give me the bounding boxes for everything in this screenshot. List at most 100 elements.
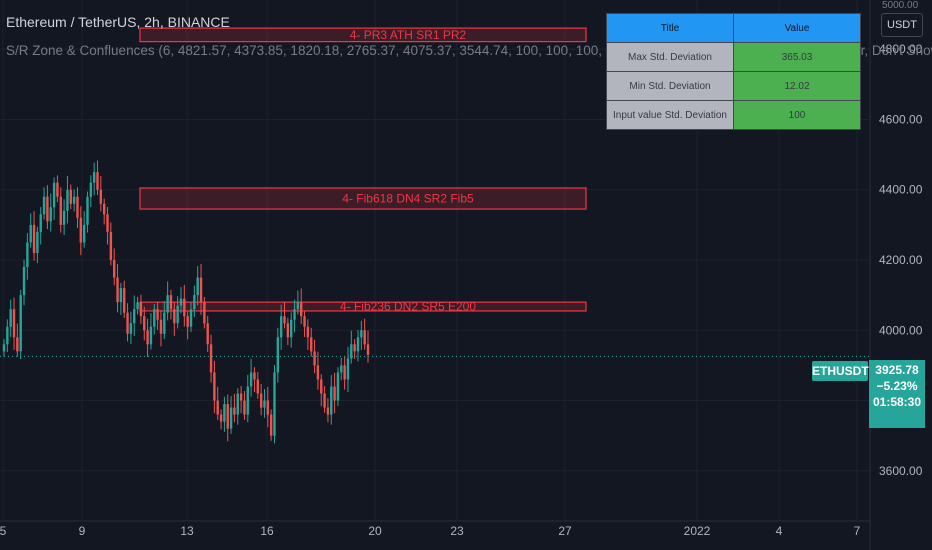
table-header-value: Value: [733, 13, 861, 43]
candle-body: [16, 337, 19, 352]
candle-body: [36, 231, 39, 253]
y-tick-label: 4600.00: [879, 112, 923, 126]
candle-body: [206, 323, 209, 345]
candle-body: [320, 379, 323, 394]
candle-body: [66, 189, 69, 211]
candle-body: [163, 312, 166, 334]
currency-unit-button[interactable]: USDT: [881, 13, 923, 37]
candle-body: [89, 182, 93, 197]
candle-body: [156, 309, 159, 320]
candle-body: [126, 312, 129, 334]
candle-body: [226, 404, 229, 429]
candle-body: [269, 414, 273, 436]
table-row: Input value Std. Deviation 100: [606, 100, 861, 130]
candle-body: [213, 372, 216, 401]
y-tick-label: 4800.00: [879, 42, 923, 56]
candle-body: [146, 330, 149, 345]
candle-body: [266, 400, 270, 415]
candle-body: [283, 316, 286, 324]
candle-body: [56, 182, 59, 197]
candle-body: [183, 298, 186, 317]
y-tick-label: 4400.00: [879, 183, 923, 197]
candle-body: [223, 404, 226, 422]
x-tick-label: 27: [558, 524, 572, 538]
candle-body: [350, 344, 353, 359]
candle-body: [340, 365, 343, 373]
candle-body: [246, 386, 249, 415]
candle-body: [39, 214, 42, 232]
table-cell-value: 12.02: [733, 71, 861, 101]
candle-body: [233, 407, 236, 415]
candle-body: [22, 267, 26, 296]
candle-body: [153, 309, 156, 327]
x-tick-label: 4: [776, 524, 783, 538]
candle-body: [136, 302, 139, 310]
candle-body: [2, 344, 6, 352]
x-tick-label: 7: [854, 524, 861, 538]
candle-body: [310, 337, 313, 352]
candle-body: [62, 210, 66, 225]
candle-body: [276, 337, 280, 373]
candle-body: [9, 309, 12, 327]
candle-body: [313, 351, 316, 366]
candle-body: [193, 295, 196, 310]
candle-body: [330, 386, 333, 415]
symbol-title[interactable]: Ethereum / TetherUS, 2h, BINANCE: [6, 14, 230, 30]
candle-body: [243, 400, 246, 415]
candle-body: [113, 260, 116, 278]
table-row: Min Std. Deviation 12.02: [606, 71, 861, 101]
table-cell-value: 100: [733, 100, 861, 130]
candle-body: [59, 196, 62, 225]
last-price-value: 3925.78: [875, 363, 919, 377]
candle-body: [363, 330, 366, 345]
candle-body: [176, 305, 179, 324]
candle-body: [259, 393, 263, 408]
candle-body: [169, 295, 173, 310]
table-cell-value: 365.03: [733, 42, 861, 72]
symbol-price-tag: ETHUSDT: [812, 361, 869, 381]
candle-body: [129, 323, 133, 334]
candle-body: [203, 302, 206, 324]
std-deviation-table: Title Value Max Std. Deviation 365.03 Mi…: [606, 13, 861, 130]
last-price-tag: 3925.78 −5.23% 01:58:30: [869, 360, 925, 428]
x-tick-label: 16: [260, 524, 274, 538]
candle-body: [346, 358, 350, 380]
candle-body: [32, 224, 36, 253]
candle-body: [29, 224, 32, 243]
candle-body: [12, 309, 16, 338]
candle-body: [69, 189, 72, 204]
candle-body: [96, 172, 99, 190]
candle-body: [229, 407, 233, 429]
candle-body: [139, 302, 143, 317]
x-tick-label: 5: [0, 524, 7, 538]
candle-body: [273, 372, 276, 436]
candle-body: [296, 302, 300, 310]
sr-zone-label: 4- PR3 ATH SR1 PR2: [350, 28, 467, 42]
candle-body: [366, 344, 370, 355]
candle-body: [189, 309, 193, 327]
candle-body: [123, 288, 126, 313]
candle-body: [42, 196, 46, 215]
candle-body: [249, 372, 253, 387]
sr-zone-label: 4- Fib618 DN4 SR2 Fib5: [342, 192, 474, 206]
candle-body: [6, 326, 9, 345]
candle-body: [279, 316, 283, 338]
x-tick-label: 23: [450, 524, 464, 538]
y-tick-label: 4000.00: [879, 323, 923, 337]
candle-body: [196, 277, 199, 296]
candle-body: [49, 207, 52, 222]
candle-body: [119, 288, 123, 303]
candle-body: [79, 217, 83, 243]
candle-body: [253, 372, 256, 380]
candle-body: [360, 330, 363, 338]
sr-zone-label: 4- Fib236 DN2 SR5 E200: [340, 300, 476, 314]
table-row: Max Std. Deviation 365.03: [606, 42, 861, 72]
candle-body: [353, 344, 356, 352]
table-cell-label: Max Std. Deviation: [606, 42, 734, 72]
table-header-title: Title: [606, 13, 734, 43]
y-tick-label: 4200.00: [879, 253, 923, 267]
candle-body: [46, 196, 49, 222]
candle-body: [52, 182, 56, 208]
candle-body: [326, 407, 330, 415]
candle-body: [186, 316, 189, 327]
